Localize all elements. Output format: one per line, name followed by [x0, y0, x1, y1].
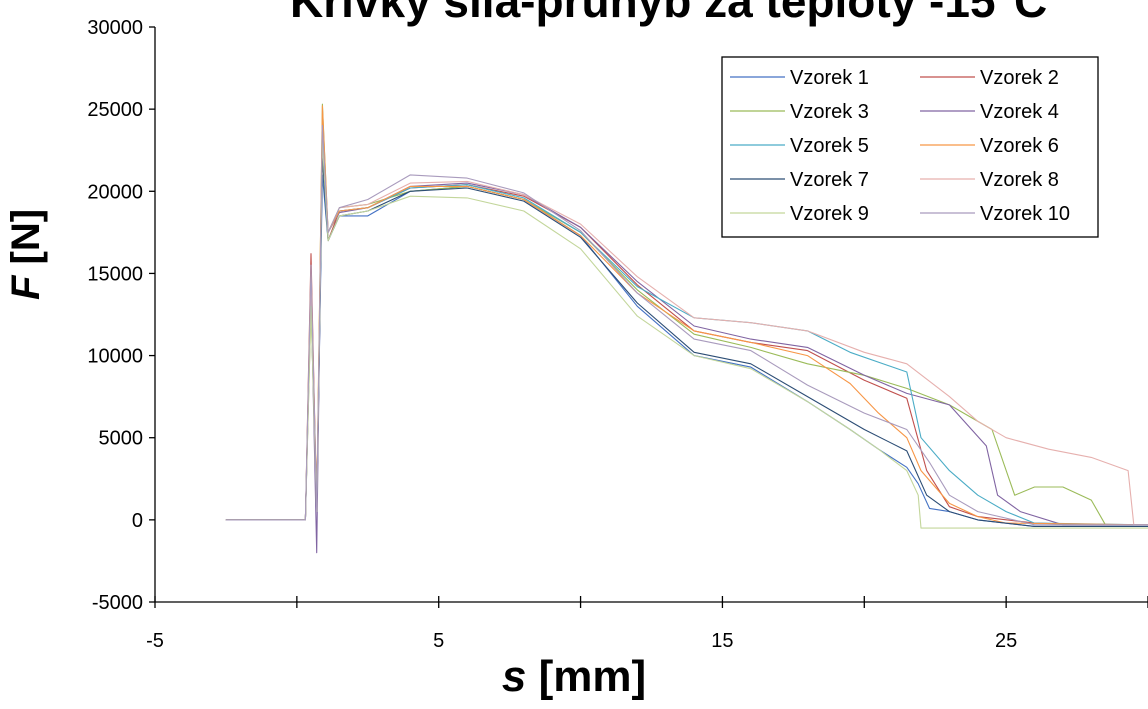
- legend-box: [721, 56, 1099, 238]
- series-layer: [225, 103, 1148, 554]
- x-tick-label: 5: [433, 630, 444, 652]
- x-axis-symbol: s: [501, 652, 527, 701]
- x-axis-title: s [mm]: [0, 652, 1148, 702]
- legend-label: Vzorek 8: [980, 169, 1059, 191]
- y-axis-symbol: F: [4, 275, 48, 300]
- x-axis-unit: [mm]: [538, 652, 647, 701]
- legend-label: Vzorek 2: [980, 67, 1059, 89]
- legend-label: Vzorek 10: [980, 203, 1070, 225]
- y-tick-label: 25000: [87, 99, 143, 121]
- legend-label: Vzorek 9: [790, 203, 869, 225]
- x-tick-label: -5: [146, 630, 164, 652]
- y-tick-label: 20000: [87, 181, 143, 203]
- y-tick-label: -5000: [92, 592, 143, 614]
- axes-layer: -5000 0 5000 10000 15000 20000 25000 30000 -5 5 15…: [87, 17, 1148, 652]
- legend-label: Vzorek 7: [790, 169, 869, 191]
- chart-title: Křivky síla-průhyb za teploty -15°C: [290, 0, 1048, 27]
- y-axis-title: F [N]: [4, 209, 49, 300]
- y-tick-label: 15000: [87, 263, 143, 285]
- series-line-1: [225, 174, 1148, 527]
- x-tick-label: 25: [995, 630, 1017, 652]
- legend-label: Vzorek 3: [790, 101, 869, 123]
- y-tick-label: 10000: [87, 346, 143, 368]
- series-line-10: [225, 125, 1148, 526]
- legend-label: Vzorek 6: [980, 135, 1059, 157]
- legend-label: Vzorek 4: [980, 101, 1059, 123]
- legend-label: Vzorek 5: [790, 135, 869, 157]
- y-tick-label: 0: [132, 510, 143, 532]
- y-tick-label: 5000: [99, 428, 144, 450]
- y-tick-label: 30000: [87, 17, 143, 39]
- legend: Vzorek 1 Vzorek 2 Vzorek 3 Vzorek 4 Vzorek 5…: [721, 56, 1099, 238]
- y-axis-unit: [N]: [4, 208, 48, 265]
- x-tick-label: 15: [711, 630, 733, 652]
- legend-label: Vzorek 1: [790, 67, 869, 89]
